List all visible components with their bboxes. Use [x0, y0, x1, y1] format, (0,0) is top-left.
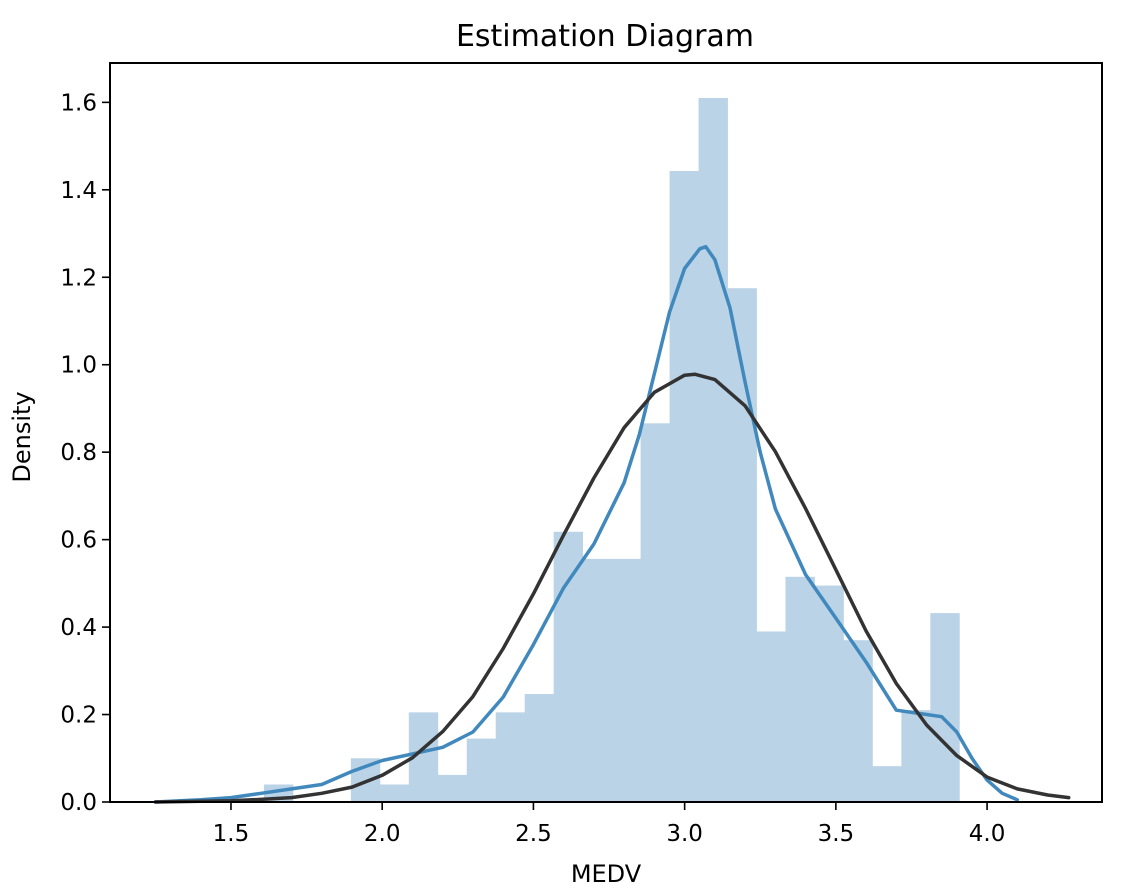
- x-axis-label: MEDV: [571, 860, 642, 888]
- chart-title: Estimation Diagram: [456, 19, 754, 54]
- y-tick-label: 1.2: [60, 265, 97, 291]
- x-tick-label: 1.5: [213, 821, 250, 847]
- histogram-bar: [611, 558, 641, 802]
- histogram-bar: [466, 738, 497, 802]
- histogram-bar: [785, 576, 815, 802]
- x-tick-label: 4.0: [969, 821, 1006, 847]
- y-tick-label: 1.6: [60, 90, 97, 116]
- x-tick-label: 2.5: [515, 821, 552, 847]
- y-tick-label: 0.4: [60, 615, 97, 641]
- histogram-bar: [640, 423, 670, 802]
- histogram-bar: [437, 774, 468, 802]
- histogram-bar: [698, 97, 728, 803]
- fit-curve: [153, 372, 1071, 804]
- y-tick-label: 1.0: [60, 353, 97, 379]
- y-tick-label: 0.6: [60, 528, 97, 554]
- histogram-bar: [524, 693, 555, 802]
- y-axis-label: Density: [8, 391, 36, 482]
- curves: [153, 244, 1071, 804]
- x-axis-ticks: 1.5 2.0 2.5 3.0 3.5 4.0: [213, 802, 1006, 847]
- histogram-bar: [930, 613, 960, 802]
- y-tick-label: 0.2: [60, 703, 97, 729]
- x-tick-label: 3.0: [666, 821, 703, 847]
- y-axis-ticks: 0.0 0.2 0.4 0.6 0.8 1.0 1.2 1.4 1.6: [60, 90, 110, 816]
- histogram-bar: [669, 171, 699, 802]
- histogram-bar: [872, 766, 902, 802]
- histogram-bar: [814, 585, 844, 802]
- y-tick-label: 1.4: [60, 178, 97, 204]
- histogram-bar: [379, 784, 410, 802]
- histogram-bar: [495, 712, 526, 802]
- histogram-bar: [756, 631, 786, 802]
- x-tick-label: 2.0: [364, 821, 401, 847]
- histogram-bars: [263, 97, 960, 803]
- y-tick-label: 0.8: [60, 440, 97, 466]
- y-tick-label: 0.0: [60, 790, 97, 816]
- histogram-bar: [553, 531, 584, 802]
- plot-frame: [109, 62, 1103, 803]
- x-tick-label: 3.5: [818, 821, 855, 847]
- histogram-bar: [582, 558, 613, 802]
- kde-curve: [153, 244, 1020, 804]
